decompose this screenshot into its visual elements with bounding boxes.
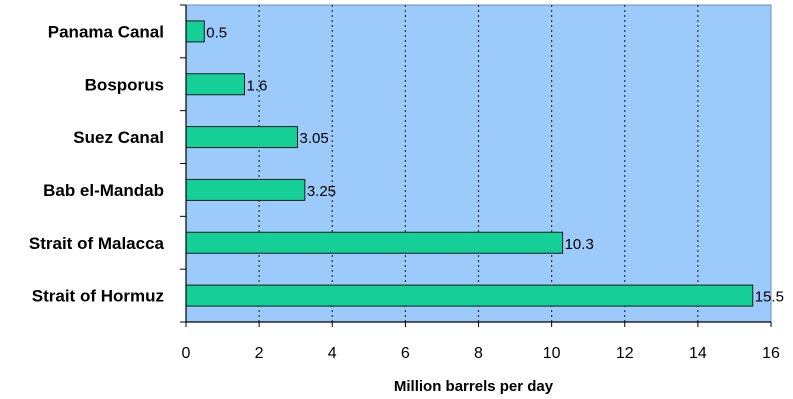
category-label: Suez Canal <box>73 128 164 147</box>
data-label: 3.05 <box>300 130 329 147</box>
category-label: Strait of Malacca <box>29 234 165 253</box>
category-label: Panama Canal <box>48 22 164 41</box>
bar <box>185 284 754 307</box>
x-tick-label: 14 <box>689 345 707 362</box>
x-tick-label: 8 <box>474 345 483 362</box>
data-label: 3.25 <box>307 183 336 200</box>
bar <box>185 73 245 96</box>
data-labels: 0.5 1.6 3.05 3.25 10.3 15.5 <box>206 24 784 305</box>
x-tick-label: 0 <box>182 345 191 362</box>
axes <box>180 4 772 327</box>
data-label: 15.5 <box>755 289 784 306</box>
bar <box>185 20 205 43</box>
x-tick-label: 10 <box>543 345 561 362</box>
bar <box>185 231 564 254</box>
x-axis-title: Million barrels per day <box>394 378 554 395</box>
x-tick-label: 4 <box>328 345 337 362</box>
plot-area <box>185 4 772 323</box>
data-label: 10.3 <box>565 236 594 253</box>
x-tick-label: 12 <box>616 345 634 362</box>
x-tick-label: 2 <box>255 345 264 362</box>
category-label: Bosporus <box>85 75 164 94</box>
x-tick-label: 6 <box>401 345 410 362</box>
x-tick-label: 16 <box>762 345 780 362</box>
data-label: 1.6 <box>247 77 268 94</box>
x-tick-labels: 0 2 4 6 8 10 12 14 16 <box>182 345 780 362</box>
bar <box>185 126 299 149</box>
data-label: 0.5 <box>206 24 227 41</box>
category-label: Strait of Hormuz <box>32 287 164 306</box>
bar <box>185 178 306 201</box>
category-labels: Panama Canal Bosporus Suez Canal Bab el-Man… <box>29 22 165 305</box>
category-label: Bab el-Mandab <box>43 181 164 200</box>
